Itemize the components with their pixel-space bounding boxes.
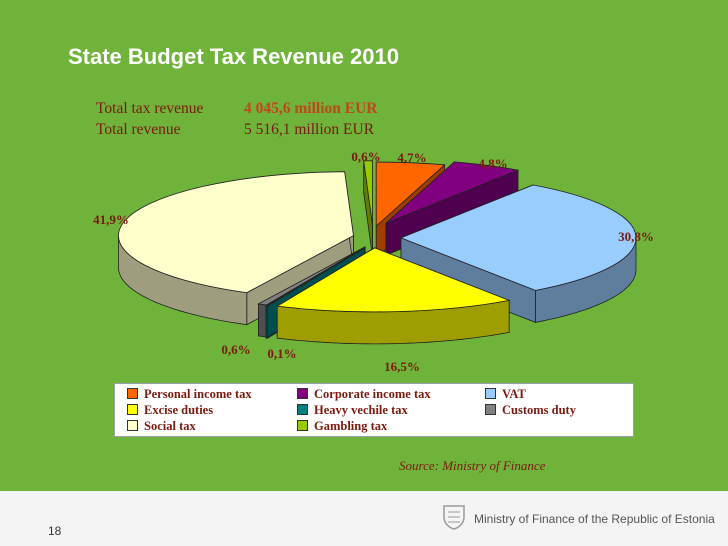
chart-legend: Personal income tax Corporate income tax V…: [114, 383, 634, 437]
legend-item-customs-duty: Customs duty: [485, 403, 576, 417]
ministry-name: Ministry of Finance of the Republic of E…: [474, 512, 715, 526]
legend-item-gambling-tax: Gambling tax: [297, 419, 387, 433]
legend-swatch: [485, 388, 496, 399]
data-label-customs-duty: 0,6%: [221, 342, 250, 357]
legend-swatch: [127, 388, 138, 399]
legend-item-social-tax: Social tax: [127, 419, 196, 433]
footer-band: [0, 491, 728, 546]
pie-chart: 4,7% 4,8% 30,8% 16,5% 0,1% 0,6% 41,9% 0,6%: [93, 149, 654, 374]
page-number: 18: [48, 524, 62, 538]
legend-label: Gambling tax: [314, 419, 388, 433]
legend-label: Social tax: [144, 419, 196, 433]
total-tax-revenue-row: Total tax revenue 4 045,6 million EUR: [96, 100, 377, 118]
total-revenue-row: Total revenue 5 516,1 million EUR: [96, 121, 374, 139]
data-label-heavy-vechile-tax: 0,1%: [267, 346, 296, 361]
legend-swatch: [127, 404, 138, 415]
legend-swatch: [485, 404, 496, 415]
legend-label: Excise duties: [144, 403, 214, 417]
data-label-gambling-tax: 0,6%: [351, 149, 380, 164]
estonia-coat-of-arms-icon: [443, 505, 465, 530]
source-note: Source: Ministry of Finance: [399, 458, 546, 473]
total-revenue-value: 5 516,1 million EUR: [244, 121, 375, 138]
legend-label: Personal income tax: [144, 387, 252, 401]
total-tax-revenue-value: 4 045,6 million EUR: [244, 100, 378, 117]
data-label-corporate-income-tax: 4,8%: [478, 156, 507, 171]
legend-item-heavy-vechile-tax: Heavy vechile tax: [297, 403, 408, 417]
total-revenue-label: Total revenue: [96, 121, 181, 138]
legend-swatch: [127, 420, 138, 431]
legend-swatch: [297, 420, 308, 431]
data-label-excise-duties: 16,5%: [384, 359, 420, 374]
data-label-social-tax: 41,9%: [93, 212, 129, 227]
pie-slice-vat: [399, 184, 637, 323]
legend-item-excise-duties: Excise duties: [127, 403, 213, 417]
legend-swatch: [297, 388, 308, 399]
legend-label: VAT: [502, 387, 526, 401]
legend-item-vat: VAT: [485, 387, 526, 401]
pie-slice-excise-duties: [276, 247, 511, 345]
total-tax-revenue-label: Total tax revenue: [96, 100, 204, 117]
data-label-vat: 30,8%: [618, 229, 654, 244]
legend-label: Customs duty: [502, 403, 576, 417]
data-label-personal-income-tax: 4,7%: [397, 150, 426, 165]
legend-swatch: [297, 404, 308, 415]
legend-label: Heavy vechile tax: [314, 403, 408, 417]
slide-title: State Budget Tax Revenue 2010: [68, 44, 399, 69]
pie-slice-gambling-tax: [363, 160, 373, 257]
legend-label: Corporate income tax: [314, 387, 431, 401]
legend-item-corporate-income-tax: Corporate income tax: [297, 387, 431, 401]
legend-item-personal-income-tax: Personal income tax: [127, 387, 252, 401]
